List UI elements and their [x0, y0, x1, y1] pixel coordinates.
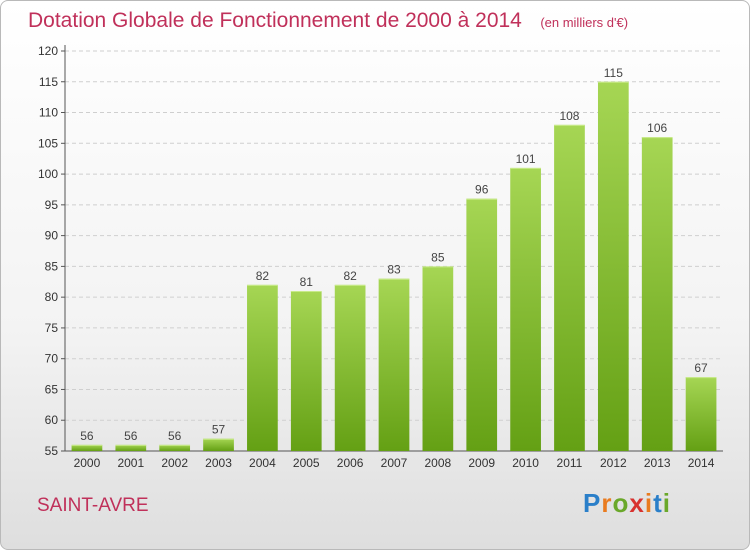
logo-letter: x — [629, 488, 645, 518]
bar-2004 — [247, 284, 278, 451]
y-tick-label: 65 — [45, 382, 59, 396]
x-tick-label: 2011 — [557, 456, 583, 470]
data-label: 56 — [80, 429, 94, 443]
x-tick-label: 2014 — [688, 456, 715, 470]
x-tick-label: 2009 — [468, 456, 495, 470]
bar-2011 — [554, 124, 585, 451]
data-label: 96 — [475, 183, 489, 197]
data-label: 83 — [387, 263, 401, 277]
y-tick-label: 115 — [39, 75, 58, 89]
data-label: 82 — [256, 269, 270, 283]
proxiti-logo: Proxiti — [583, 488, 671, 519]
y-tick-label: 100 — [38, 167, 58, 181]
bar-2000 — [71, 444, 103, 451]
y-tick-label: 95 — [45, 198, 59, 212]
chart-title-block: Dotation Globale de Fonctionnement de 20… — [28, 9, 628, 33]
logo-letter: P — [583, 488, 602, 518]
chart-title: Dotation Globale de Fonctionnement de 20… — [28, 9, 522, 32]
logo-letter: r — [601, 488, 613, 518]
data-label: 81 — [300, 275, 314, 289]
bar-2009 — [466, 198, 498, 451]
bar-2006 — [334, 284, 366, 451]
x-tick-label: 2008 — [425, 456, 452, 470]
data-label: 85 — [431, 250, 445, 264]
x-tick-label: 2003 — [205, 456, 232, 470]
bar-2002 — [159, 444, 191, 451]
y-tick-label: 80 — [45, 290, 59, 304]
y-tick-label: 60 — [45, 413, 59, 427]
bar-2012 — [597, 81, 629, 452]
bar-2010 — [510, 167, 541, 451]
x-tick-label: 2010 — [512, 456, 539, 470]
y-tick-label: 85 — [45, 259, 59, 273]
y-tick-label: 75 — [45, 321, 59, 335]
logo-letter: i — [662, 488, 671, 518]
x-tick-label: 2013 — [644, 456, 671, 470]
logo-letter: o — [612, 488, 630, 518]
data-label: 101 — [516, 152, 536, 166]
data-label: 57 — [212, 423, 226, 437]
data-labels: 56 56 56 57 82 81 82 83 85 96 101 108 115 106 67 — [80, 66, 708, 443]
bar-2013 — [641, 137, 673, 451]
logo-letter: i — [644, 488, 654, 518]
x-tick-labels: 2000 2001 2002 2003 2004 2005 2006 2007 2008 2009… — [74, 456, 715, 470]
commune-name: SAINT-AVRE — [37, 495, 149, 516]
y-tick-label: 110 — [39, 106, 58, 120]
data-label: 56 — [168, 429, 182, 443]
y-tick-label: 105 — [38, 136, 58, 150]
y-tick-label: 120 — [38, 44, 58, 58]
y-tick-label: 90 — [45, 229, 59, 243]
y-tick-labels: 55 60 65 70 75 80 85 90 95 100 105 110 115 120 — [38, 44, 58, 458]
bar-2008 — [422, 266, 454, 451]
x-tick-label: 2000 — [74, 456, 101, 470]
data-label: 106 — [647, 121, 667, 135]
bar-2007 — [378, 278, 410, 451]
x-tick-label: 2012 — [600, 456, 627, 470]
x-tick-label: 2002 — [161, 456, 188, 470]
data-label: 115 — [604, 66, 623, 80]
x-tick-label: 2004 — [249, 456, 276, 470]
bar-2005 — [290, 291, 322, 451]
bar-2003 — [203, 438, 234, 451]
y-tick-label: 70 — [45, 352, 59, 366]
x-tick-label: 2001 — [117, 456, 144, 470]
x-tick-label: 2005 — [293, 456, 320, 470]
data-label: 67 — [694, 361, 708, 375]
y-tick-label: 55 — [45, 444, 59, 458]
x-tick-label: 2007 — [381, 456, 408, 470]
bars — [71, 81, 717, 452]
bar-2014 — [685, 377, 717, 451]
chart-unit: (en milliers d'€) — [540, 15, 629, 30]
data-label: 108 — [559, 109, 579, 123]
logo-letter: t — [653, 488, 663, 518]
bar-2001 — [115, 444, 147, 451]
x-tick-label: 2006 — [337, 456, 364, 470]
data-label: 82 — [343, 269, 357, 283]
data-label: 56 — [124, 429, 138, 443]
